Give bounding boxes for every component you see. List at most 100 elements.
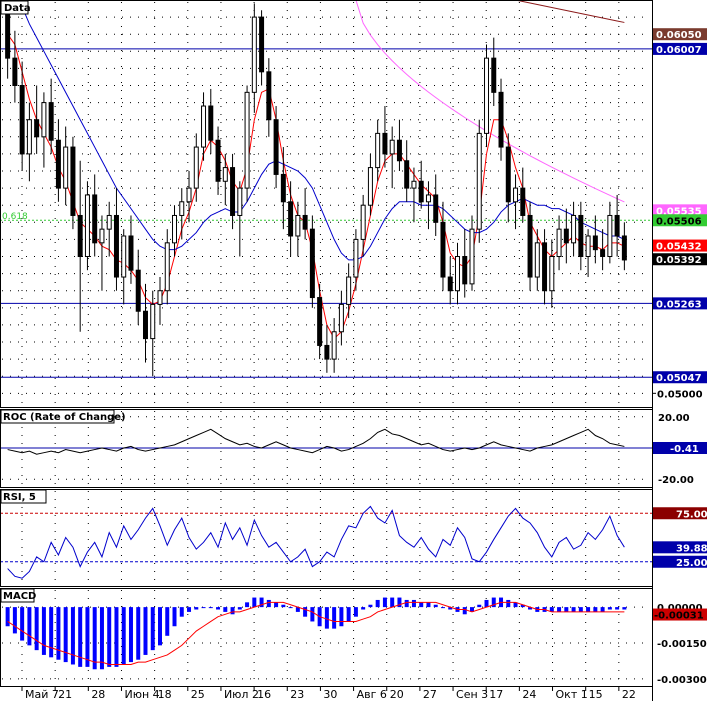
macd-bar bbox=[411, 599, 416, 608]
candle-body bbox=[520, 187, 526, 216]
macd-bar bbox=[578, 607, 583, 612]
candle bbox=[324, 324, 330, 373]
candle bbox=[92, 174, 98, 257]
candle-body bbox=[491, 57, 497, 93]
candle-body bbox=[600, 249, 606, 258]
candle-body bbox=[556, 228, 562, 258]
candle bbox=[106, 201, 112, 257]
candle-body bbox=[135, 269, 141, 312]
x-tick-label: 24 bbox=[522, 688, 536, 701]
macd-bar bbox=[404, 599, 409, 608]
candle bbox=[237, 181, 243, 257]
candle bbox=[484, 44, 490, 148]
candle-body bbox=[208, 105, 214, 141]
macd-bar bbox=[419, 602, 424, 608]
macd-bar bbox=[194, 607, 199, 610]
x-tick-label: Авг 6 bbox=[357, 688, 387, 701]
candle-body bbox=[63, 146, 69, 189]
roc-panel-label: ROC (Rate of Change) bbox=[3, 412, 126, 423]
macd-bar bbox=[216, 607, 221, 610]
macd-bar bbox=[281, 604, 286, 608]
macd-bar bbox=[245, 602, 250, 608]
macd-bar bbox=[353, 607, 358, 617]
macd-bar bbox=[41, 607, 46, 655]
candles bbox=[5, 0, 627, 377]
candle bbox=[41, 92, 47, 168]
macd-bar bbox=[187, 607, 192, 612]
price-tag-text: 0.06050 bbox=[656, 30, 702, 41]
candle bbox=[157, 277, 163, 325]
candle bbox=[222, 153, 228, 206]
rsi-value-bg bbox=[653, 541, 707, 554]
candle bbox=[491, 37, 497, 107]
x-tick-label: Май 7 bbox=[25, 688, 59, 701]
macd-bar bbox=[520, 604, 525, 608]
candle bbox=[142, 283, 148, 363]
macd-bar bbox=[600, 607, 605, 612]
candle bbox=[389, 126, 395, 189]
rsi-panel-title: RSI, 5 bbox=[0, 489, 47, 504]
candle bbox=[549, 239, 555, 308]
price-tag-bg bbox=[653, 239, 707, 252]
candle bbox=[251, 3, 257, 113]
candle-body bbox=[41, 102, 47, 138]
candle bbox=[63, 126, 69, 206]
candle-body bbox=[396, 139, 402, 162]
macd-bar bbox=[433, 604, 438, 608]
macd-bar bbox=[382, 597, 387, 608]
macd-bar bbox=[564, 607, 569, 612]
candle bbox=[520, 167, 526, 223]
x-tick-label: 17 bbox=[489, 688, 503, 701]
macd-bar bbox=[593, 607, 598, 612]
macd-tick-label: -0.00150 bbox=[657, 639, 707, 650]
candle bbox=[331, 318, 337, 373]
candle-body bbox=[498, 91, 504, 148]
rsi-value-text: 39.88 bbox=[676, 543, 707, 554]
candle bbox=[12, 30, 18, 103]
candle-body bbox=[280, 173, 286, 203]
candle bbox=[193, 133, 199, 202]
candle-body bbox=[549, 256, 555, 292]
candle-body bbox=[273, 119, 279, 175]
candle bbox=[353, 229, 359, 291]
candle-body bbox=[513, 187, 519, 203]
candle-body bbox=[404, 160, 410, 189]
macd-bar bbox=[607, 607, 612, 610]
macd-bar bbox=[375, 599, 380, 608]
candle bbox=[317, 283, 323, 360]
candle bbox=[121, 229, 127, 305]
price-tag-bg bbox=[653, 28, 707, 41]
candle bbox=[201, 92, 207, 161]
rsi-line bbox=[7, 505, 625, 579]
candle bbox=[288, 181, 294, 257]
candle-body bbox=[484, 57, 490, 134]
candle bbox=[563, 208, 569, 264]
candle bbox=[84, 181, 90, 271]
candle bbox=[476, 119, 482, 243]
x-tick-label: 16 bbox=[257, 688, 271, 701]
candle bbox=[295, 201, 301, 257]
candle-body bbox=[70, 146, 76, 216]
main-panel-title: Data bbox=[0, 0, 31, 15]
macd-bar bbox=[506, 599, 511, 608]
candle-body bbox=[295, 214, 301, 237]
macd-bar bbox=[223, 607, 228, 612]
candle-body bbox=[113, 214, 119, 278]
candle-body bbox=[142, 310, 148, 340]
candle bbox=[469, 215, 475, 291]
macd-value-tag: -0.00031 bbox=[653, 608, 707, 622]
price-tag: 0.06050 bbox=[653, 28, 707, 41]
macd-bar bbox=[49, 607, 54, 658]
macd-bar bbox=[63, 607, 68, 663]
candle bbox=[527, 201, 533, 291]
candle bbox=[505, 133, 511, 223]
candle bbox=[259, 10, 265, 86]
candle bbox=[266, 58, 272, 137]
macd-bar bbox=[491, 597, 496, 608]
fib-level-label: 0.618 bbox=[2, 212, 28, 222]
candle-body bbox=[389, 139, 395, 155]
candle bbox=[571, 201, 577, 257]
candle bbox=[375, 119, 381, 182]
